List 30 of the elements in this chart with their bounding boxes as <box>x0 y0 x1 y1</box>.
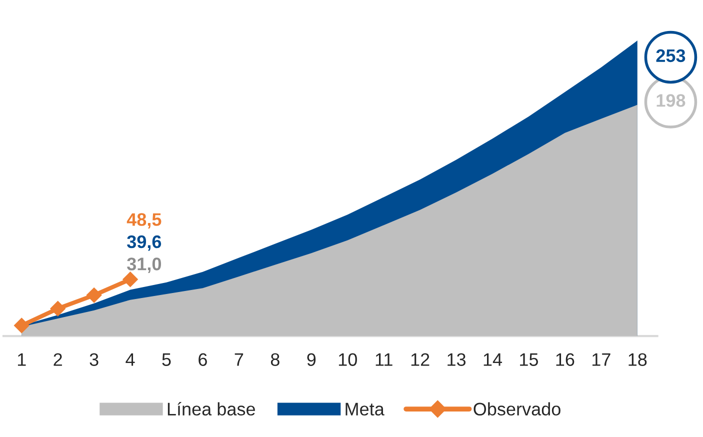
point <box>122 272 138 287</box>
x-tick-label: 18 <box>628 353 647 366</box>
x-tick-label: 7 <box>234 353 244 366</box>
x-tick-label: 13 <box>448 353 466 366</box>
x-tick-label: 4 <box>126 353 135 366</box>
legend-label: Observado <box>474 402 560 416</box>
legend-label: Línea base <box>168 402 255 416</box>
data-label: 253 <box>656 49 686 62</box>
x-tick-label: 9 <box>307 353 316 366</box>
x-tick-label: 8 <box>270 353 280 366</box>
point <box>50 301 66 316</box>
x-tick-label: 10 <box>338 353 357 366</box>
data-label: 31,0 <box>127 258 162 273</box>
legend-label: Meta <box>346 402 384 416</box>
x-tick-label: 17 <box>592 353 610 366</box>
x-tick-label: 6 <box>198 353 207 366</box>
x-tick-label: 5 <box>162 353 171 366</box>
x-tick-label: 15 <box>520 353 538 366</box>
data-label: 198 <box>656 94 686 107</box>
point <box>86 288 102 303</box>
point <box>14 318 30 334</box>
x-tick-label: 1 <box>18 353 26 366</box>
x-tick-label: 16 <box>556 353 574 366</box>
x-tick-label: 12 <box>411 353 430 366</box>
data-label: 39,6 <box>127 235 162 251</box>
x-tick-label: 2 <box>54 353 62 366</box>
x-tick-label: 3 <box>90 353 98 366</box>
x-tick-label: 14 <box>484 353 502 366</box>
data-label: 48,5 <box>126 213 162 229</box>
x-tick-label: 11 <box>376 353 392 366</box>
